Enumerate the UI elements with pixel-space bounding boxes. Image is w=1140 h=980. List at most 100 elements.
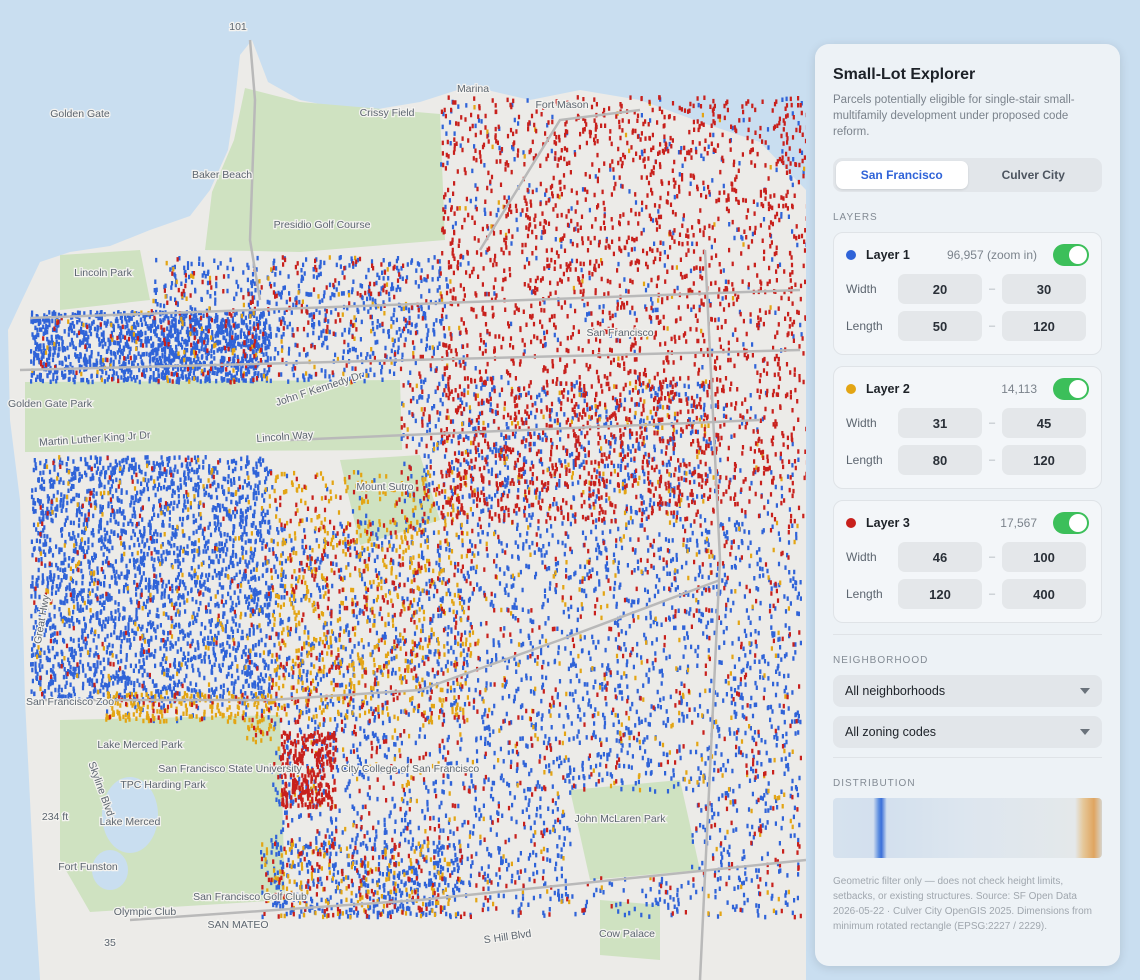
tab[interactable]: Culver City bbox=[1001, 168, 1065, 182]
section-heading: DISTRIBUTION bbox=[833, 778, 916, 789]
layer-header: Layer 2 14,113 bbox=[846, 377, 1089, 401]
layer-list: Layer 1 96,957 (zoom in) Width 20–30 Length 5… bbox=[833, 232, 1102, 623]
road bbox=[19, 348, 801, 372]
city-tabs: San Francisco Culver City bbox=[833, 158, 1102, 192]
select[interactable]: All zoning codes bbox=[833, 716, 1102, 748]
map-label: Fort Mason bbox=[535, 99, 588, 111]
map-label: Olympic Club bbox=[114, 906, 177, 918]
road bbox=[269, 578, 721, 702]
range-max[interactable]: 30 bbox=[1002, 274, 1086, 304]
layer-name: Layer 2 bbox=[866, 382, 910, 396]
range-max[interactable]: 400 bbox=[1002, 579, 1086, 609]
road bbox=[129, 858, 806, 922]
park bbox=[60, 250, 150, 310]
layer-card: Layer 1 96,957 (zoom in) Width 20–30 Length 5… bbox=[833, 232, 1102, 355]
layer-swatch bbox=[846, 518, 856, 528]
range-label: Length bbox=[846, 319, 883, 333]
range-label: Width bbox=[846, 282, 877, 296]
park bbox=[205, 88, 445, 252]
layer-count: 17,567 bbox=[1000, 516, 1037, 530]
range-max[interactable]: 45 bbox=[1002, 408, 1086, 438]
park bbox=[25, 380, 402, 452]
range-dash: – bbox=[988, 454, 996, 466]
parcels-layer-3 bbox=[33, 95, 806, 920]
side-panel: Small-Lot Explorer Parcels potentially e… bbox=[815, 44, 1120, 966]
map-label: San Francisco Golf Club bbox=[193, 891, 307, 903]
footnote: Geometric filter only — does not check h… bbox=[833, 876, 1093, 932]
road bbox=[29, 288, 801, 320]
park bbox=[600, 900, 660, 960]
range-max[interactable]: 120 bbox=[1002, 311, 1086, 341]
range-min[interactable]: 50 bbox=[898, 311, 982, 341]
range-row: Width 46–100 bbox=[846, 542, 1089, 572]
map-label: Fort Funston bbox=[58, 861, 118, 873]
layer-card: Layer 3 17,567 Width 46–100 Length 120–400 bbox=[833, 500, 1102, 623]
layer-toggle[interactable] bbox=[1053, 378, 1089, 400]
select[interactable]: All neighborhoods bbox=[833, 675, 1102, 707]
map: 101 Golden Gate Marina Fort Mason Crissy Fie… bbox=[6, 19, 806, 980]
map-label: SAN MATEO bbox=[207, 919, 268, 931]
divider bbox=[833, 757, 1102, 758]
range-min[interactable]: 20 bbox=[898, 274, 982, 304]
layer-header: Layer 1 96,957 (zoom in) bbox=[846, 243, 1089, 267]
map-label: 35 bbox=[104, 937, 116, 949]
map-label: Lincoln Park bbox=[74, 267, 133, 279]
range-label: Length bbox=[846, 587, 883, 601]
map-label: John McLaren Park bbox=[574, 813, 666, 825]
layer-count: 14,113 bbox=[1001, 382, 1037, 396]
map-label: Lake Merced Park bbox=[97, 739, 183, 751]
map-label: Cow Palace bbox=[599, 928, 655, 940]
layer-swatch bbox=[846, 250, 856, 260]
map-label: Golden Gate Park bbox=[8, 398, 93, 410]
road bbox=[248, 39, 262, 301]
parcels-layer-2 bbox=[31, 101, 806, 920]
map-label: San Francisco bbox=[586, 327, 653, 339]
map-label: City College of San Francisco bbox=[341, 763, 479, 775]
map-label: Golden Gate bbox=[50, 108, 110, 120]
range-max[interactable]: 100 bbox=[1002, 542, 1086, 572]
range-min[interactable]: 31 bbox=[898, 408, 982, 438]
range-max[interactable]: 120 bbox=[1002, 445, 1086, 475]
map-label: 234 ft bbox=[42, 811, 68, 823]
range-dash: – bbox=[988, 320, 996, 332]
range-row: Length 120–400 bbox=[846, 579, 1089, 609]
panel-title: Small-Lot Explorer bbox=[833, 66, 976, 83]
layer-toggle[interactable] bbox=[1053, 512, 1089, 534]
layer-name: Layer 1 bbox=[866, 248, 910, 262]
map-label: San Francisco Zoo bbox=[26, 696, 114, 708]
parcels-layer-1 bbox=[30, 96, 806, 920]
road bbox=[478, 108, 641, 251]
range-min[interactable]: 120 bbox=[898, 579, 982, 609]
section-heading: LAYERS bbox=[833, 212, 878, 223]
range-dash: – bbox=[988, 588, 996, 600]
layer-header: Layer 3 17,567 bbox=[846, 511, 1089, 535]
map-label: Mount Sutro bbox=[356, 481, 413, 493]
road bbox=[698, 249, 722, 980]
range-min[interactable]: 46 bbox=[898, 542, 982, 572]
range-label: Width bbox=[846, 550, 877, 564]
range-row: Length 80–120 bbox=[846, 445, 1089, 475]
range-dash: – bbox=[988, 551, 996, 563]
divider bbox=[833, 634, 1102, 635]
range-row: Width 31–45 bbox=[846, 408, 1089, 438]
road bbox=[289, 418, 761, 442]
layer-toggle[interactable] bbox=[1053, 244, 1089, 266]
layer-swatch bbox=[846, 384, 856, 394]
lake bbox=[102, 777, 158, 853]
section-heading: NEIGHBORHOOD bbox=[833, 655, 929, 666]
lake bbox=[92, 850, 128, 890]
map-label: Presidio Golf Course bbox=[274, 219, 371, 231]
map-label: Baker Beach bbox=[192, 169, 252, 181]
layer-name: Layer 3 bbox=[866, 516, 910, 530]
map-label: 101 bbox=[229, 21, 247, 33]
park bbox=[570, 780, 700, 880]
range-dash: – bbox=[988, 283, 996, 295]
map-label: Lincoln Way bbox=[256, 429, 314, 445]
map-label: TPC Harding Park bbox=[120, 779, 206, 791]
map-label: Crissy Field bbox=[360, 107, 415, 119]
map-label: San Francisco State University bbox=[158, 763, 302, 775]
range-min[interactable]: 80 bbox=[898, 445, 982, 475]
tab[interactable]: San Francisco bbox=[836, 161, 968, 189]
range-label: Length bbox=[846, 453, 883, 467]
